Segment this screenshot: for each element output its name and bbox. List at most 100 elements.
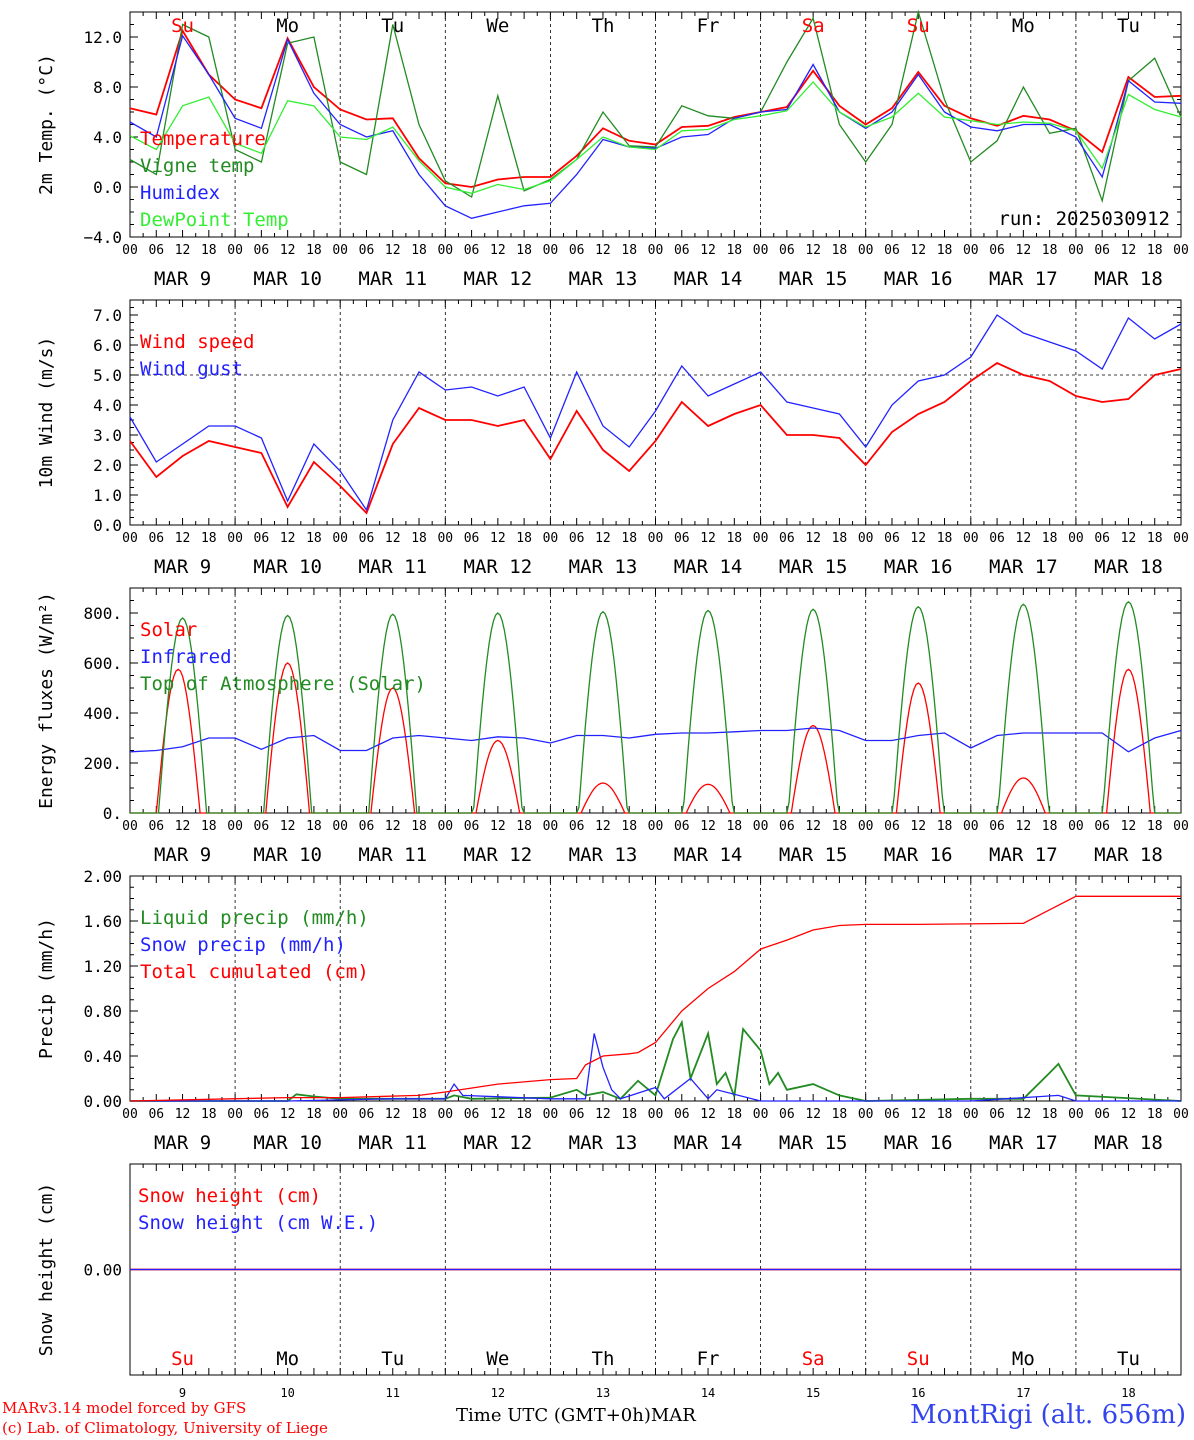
hour-tick-label: 06 <box>464 531 480 546</box>
day-label-bottom: Sa <box>802 1348 825 1370</box>
hour-tick-label: 06 <box>989 243 1005 258</box>
run-label: run: 2025030912 <box>998 208 1170 230</box>
series-line-wind-1 <box>129 314 1182 512</box>
date-label: MAR 18 <box>1094 1132 1163 1154</box>
hour-tick-label: 06 <box>779 819 795 834</box>
hour-tick-label: 18 <box>621 819 637 834</box>
date-label: MAR 17 <box>989 268 1058 290</box>
hour-tick-label: 06 <box>674 531 690 546</box>
day-number-label: 13 <box>596 1386 610 1400</box>
hour-tick-label: 06 <box>989 1107 1005 1122</box>
hour-tick-label: 06 <box>148 819 164 834</box>
hour-tick-label: 18 <box>201 1107 217 1122</box>
hour-tick-label: 00 <box>543 243 559 258</box>
hour-tick-label: 12 <box>175 243 191 258</box>
hour-tick-label: 06 <box>254 1107 270 1122</box>
hour-tick-label: 00 <box>648 819 664 834</box>
hour-tick-label: 12 <box>910 531 926 546</box>
legend-temperature-1: Vigne temp <box>140 155 254 177</box>
day-label-top: Fr <box>697 15 720 37</box>
date-label: MAR 14 <box>674 556 743 578</box>
hour-tick-label: 12 <box>805 819 821 834</box>
hour-tick-label: 00 <box>963 819 979 834</box>
hour-tick-label: 12 <box>385 819 401 834</box>
ytick-label-temperature: 4.0 <box>93 128 122 147</box>
hour-tick-label: 12 <box>490 1107 506 1122</box>
hour-tick-label: 00 <box>332 531 348 546</box>
hour-tick-label: 00 <box>437 819 453 834</box>
panel-frame-energy <box>129 587 1182 814</box>
date-label: MAR 17 <box>989 1132 1058 1154</box>
hour-tick-label: 06 <box>779 1107 795 1122</box>
ylabel-precip: Precip (mm/h) <box>36 918 57 1059</box>
date-label: MAR 18 <box>1094 556 1163 578</box>
hour-tick-label: 12 <box>175 531 191 546</box>
legend-energy-2: Top of Atmosphere (Solar) <box>140 673 426 695</box>
date-label: MAR 15 <box>779 844 848 866</box>
hour-tick-label: 18 <box>306 819 322 834</box>
hour-tick-label: 18 <box>1042 819 1058 834</box>
ytick-label-temperature: 12.0 <box>83 28 122 47</box>
date-label: MAR 11 <box>358 556 427 578</box>
day-label-top: Su <box>171 15 194 37</box>
legend-wind-0: Wind speed <box>140 331 254 353</box>
hour-tick-label: 12 <box>805 243 821 258</box>
hour-tick-label: 00 <box>1068 819 1084 834</box>
hour-tick-label: 12 <box>280 819 296 834</box>
day-label-bottom: Th <box>592 1348 615 1370</box>
date-label: MAR 16 <box>884 268 953 290</box>
credit-line-2: (c) Lab. of Climatology, University of L… <box>2 1419 328 1437</box>
ytick-label-temperature: 0.0 <box>93 178 122 197</box>
date-label: MAR 9 <box>154 844 211 866</box>
legend-temperature-3: DewPoint Temp <box>140 209 289 231</box>
hour-tick-label: 00 <box>227 819 243 834</box>
date-label: MAR 15 <box>779 556 848 578</box>
hour-tick-label: 12 <box>910 243 926 258</box>
hour-tick-label: 18 <box>1042 1107 1058 1122</box>
date-label: MAR 18 <box>1094 268 1163 290</box>
legend-temperature-0: Temperature <box>140 128 266 150</box>
day-label-top: Su <box>907 15 930 37</box>
day-label-top: Tu <box>381 15 404 37</box>
hour-tick-label: 06 <box>464 243 480 258</box>
hour-tick-label: 06 <box>569 819 585 834</box>
hour-tick-label: 00 <box>648 243 664 258</box>
hour-tick-label: 12 <box>1016 531 1032 546</box>
ytick-label-precip: 0.80 <box>83 1002 122 1021</box>
hour-tick-label: 06 <box>148 1107 164 1122</box>
day-number-label: 15 <box>806 1386 820 1400</box>
hour-tick-label: 18 <box>937 1107 953 1122</box>
series-line-temperature-2 <box>129 34 1182 219</box>
hour-tick-label: 06 <box>148 531 164 546</box>
hour-tick-label: 06 <box>359 819 375 834</box>
hour-tick-label: 12 <box>1016 819 1032 834</box>
hour-tick-label: 06 <box>254 243 270 258</box>
hour-tick-label: 00 <box>543 1107 559 1122</box>
date-label: MAR 13 <box>569 556 638 578</box>
day-number-label: 11 <box>386 1386 400 1400</box>
date-label: MAR 16 <box>884 556 953 578</box>
legend-snow-0: Snow height (cm) <box>138 1185 321 1207</box>
hour-tick-label: 18 <box>411 1107 427 1122</box>
hour-tick-label: 18 <box>937 243 953 258</box>
hour-tick-label: 00 <box>227 531 243 546</box>
hour-tick-label: 06 <box>779 243 795 258</box>
legend-precip-1: Snow precip (mm/h) <box>140 934 346 956</box>
date-label: MAR 14 <box>674 1132 743 1154</box>
ytick-label-precip: 1.20 <box>83 957 122 976</box>
hour-tick-label: 18 <box>411 531 427 546</box>
day-label-bottom: Su <box>907 1348 930 1370</box>
hour-tick-label: 12 <box>1121 1107 1137 1122</box>
hour-tick-label: 18 <box>937 531 953 546</box>
hour-tick-label: 00 <box>227 1107 243 1122</box>
date-label: MAR 14 <box>674 268 743 290</box>
series-line-precip-2 <box>129 895 1181 1102</box>
hour-tick-label: 18 <box>832 1107 848 1122</box>
hour-tick-label: 06 <box>674 243 690 258</box>
legend-precip-2: Total cumulated (cm) <box>140 961 369 983</box>
day-number-label: 12 <box>491 1386 505 1400</box>
hour-tick-label: 18 <box>621 243 637 258</box>
hour-tick-label: 00 <box>332 819 348 834</box>
hour-tick-label: 12 <box>700 243 716 258</box>
series-line-temperature-3 <box>129 81 1182 194</box>
